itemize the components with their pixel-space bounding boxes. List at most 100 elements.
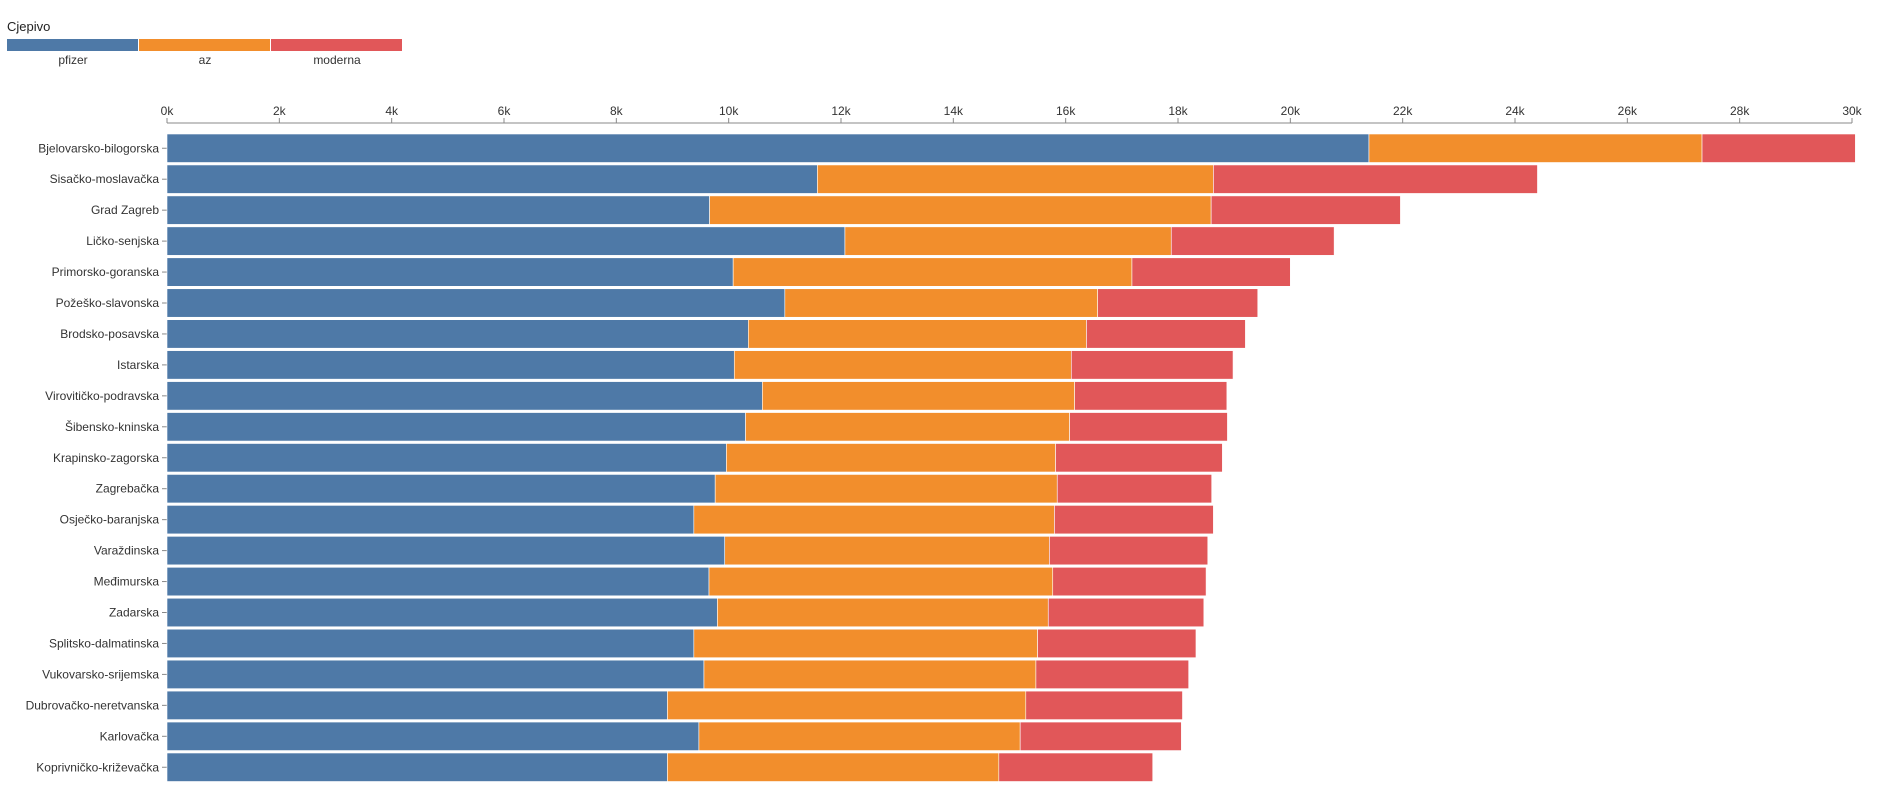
bar-pfizer bbox=[166, 536, 726, 566]
y-tick-label: Požeško-slavonska bbox=[56, 296, 160, 310]
legend-swatch-pfizer bbox=[7, 39, 138, 51]
y-tick-label: Zadarska bbox=[109, 606, 159, 620]
bar-az bbox=[717, 597, 1049, 628]
legend-label-pfizer: pfizer bbox=[58, 53, 87, 67]
legend: Cjepivo pfizer az moderna bbox=[7, 19, 402, 67]
bar-pfizer bbox=[166, 381, 763, 411]
bars bbox=[166, 133, 1856, 782]
bar-pfizer bbox=[166, 752, 668, 782]
x-tick-label: 28k bbox=[1730, 104, 1750, 118]
legend-label-moderna: moderna bbox=[313, 53, 361, 67]
y-tick-label: Primorsko-goranska bbox=[52, 265, 160, 279]
bar-az bbox=[745, 412, 1070, 442]
x-tick-label: 14k bbox=[944, 104, 964, 118]
bar-az bbox=[784, 288, 1098, 318]
bar-pfizer bbox=[166, 659, 705, 689]
x-tick-label: 4k bbox=[385, 104, 399, 118]
legend-title: Cjepivo bbox=[7, 19, 50, 34]
x-axis: 0k 2k 4k 6k 8k 10k 12k 14k 16k 18k 20k 22k 24k 26k 28k… bbox=[161, 104, 1863, 124]
bar-az bbox=[726, 443, 1056, 473]
x-tick-label: 24k bbox=[1505, 104, 1525, 118]
x-tick-label: 0k bbox=[161, 104, 175, 118]
bar-az bbox=[1368, 133, 1703, 163]
x-tick-label: 18k bbox=[1168, 104, 1188, 118]
bar-moderna bbox=[1097, 288, 1259, 318]
x-tick-label: 16k bbox=[1056, 104, 1076, 118]
bar-az bbox=[667, 752, 1000, 782]
y-tick-label: Ličko-senjska bbox=[86, 234, 159, 248]
y-tick-label: Virovitičko-podravska bbox=[45, 389, 159, 403]
y-tick-label: Međimurska bbox=[94, 575, 160, 589]
bar-moderna bbox=[1069, 412, 1228, 442]
bar-moderna bbox=[1049, 536, 1209, 566]
y-tick-label: Brodsko-posavska bbox=[60, 327, 159, 341]
bar-pfizer bbox=[166, 257, 734, 287]
x-tick-label: 30k bbox=[1842, 104, 1862, 118]
bar-moderna bbox=[1074, 381, 1228, 411]
bar-az bbox=[748, 319, 1087, 349]
y-tick-label: Bjelovarsko-bilogorska bbox=[38, 141, 159, 155]
bar-az bbox=[732, 257, 1133, 287]
legend-swatch-moderna bbox=[271, 39, 402, 51]
bar-moderna bbox=[1070, 350, 1234, 380]
bar-az bbox=[693, 628, 1038, 659]
x-tick-label: 2k bbox=[273, 104, 287, 118]
x-tick-label: 10k bbox=[719, 104, 739, 118]
bar-az bbox=[703, 659, 1037, 689]
y-tick-label: Koprivničko-križevačka bbox=[36, 760, 159, 774]
bar-pfizer bbox=[166, 288, 786, 318]
y-tick-label: Šibensko-kninska bbox=[65, 419, 159, 434]
bar-moderna bbox=[1170, 226, 1335, 256]
x-tick-label: 8k bbox=[610, 104, 624, 118]
y-tick-label: Istarska bbox=[117, 358, 159, 372]
x-tick-label: 12k bbox=[831, 104, 851, 118]
x-tick-label: 6k bbox=[498, 104, 512, 118]
bar-moderna bbox=[1047, 597, 1205, 628]
bar-az bbox=[714, 474, 1058, 504]
bar-moderna bbox=[1025, 690, 1183, 720]
y-tick-label: Karlovačka bbox=[100, 729, 160, 743]
bar-moderna bbox=[1019, 721, 1182, 751]
bar-az bbox=[762, 381, 1075, 411]
bar-az bbox=[698, 721, 1021, 751]
bar-moderna bbox=[998, 752, 1154, 782]
bar-pfizer bbox=[166, 412, 746, 442]
bar-az bbox=[844, 226, 1172, 256]
x-tick-label: 20k bbox=[1281, 104, 1301, 118]
x-tick-label: 26k bbox=[1618, 104, 1638, 118]
bar-moderna bbox=[1131, 257, 1291, 287]
y-tick-label: Osječko-baranjska bbox=[60, 513, 160, 527]
bar-moderna bbox=[1086, 319, 1246, 349]
bar-moderna bbox=[1054, 505, 1214, 535]
y-tick-label: Grad Zagreb bbox=[91, 203, 159, 217]
bar-moderna bbox=[1037, 628, 1197, 659]
y-axis: Bjelovarsko-bilogorska Sisačko-moslavačka… bbox=[26, 141, 167, 774]
bar-pfizer bbox=[166, 226, 846, 256]
bar-az bbox=[709, 195, 1212, 225]
bar-az bbox=[708, 566, 1054, 597]
bar-pfizer bbox=[166, 443, 727, 473]
bar-moderna bbox=[1056, 474, 1213, 504]
bar-az bbox=[667, 690, 1027, 720]
bar-pfizer bbox=[166, 505, 695, 535]
y-tick-label: Vukovarsko-srijemska bbox=[42, 667, 159, 681]
bar-pfizer bbox=[166, 721, 700, 751]
bar-pfizer bbox=[166, 133, 1370, 163]
y-tick-label: Varaždinska bbox=[94, 544, 159, 558]
bar-pfizer bbox=[166, 474, 716, 504]
bar-pfizer bbox=[166, 597, 718, 628]
bar-moderna bbox=[1055, 443, 1223, 473]
x-tick-label: 22k bbox=[1393, 104, 1413, 118]
y-tick-label: Dubrovačko-neretvanska bbox=[26, 698, 160, 712]
bar-pfizer bbox=[166, 195, 710, 225]
bar-pfizer bbox=[166, 566, 710, 597]
bar-moderna bbox=[1210, 195, 1401, 225]
legend-label-az: az bbox=[199, 53, 212, 67]
bar-moderna bbox=[1701, 133, 1856, 163]
y-tick-label: Krapinsko-zagorska bbox=[53, 451, 159, 465]
bar-az bbox=[817, 164, 1214, 194]
bar-moderna bbox=[1052, 566, 1207, 597]
bar-pfizer bbox=[166, 628, 695, 659]
